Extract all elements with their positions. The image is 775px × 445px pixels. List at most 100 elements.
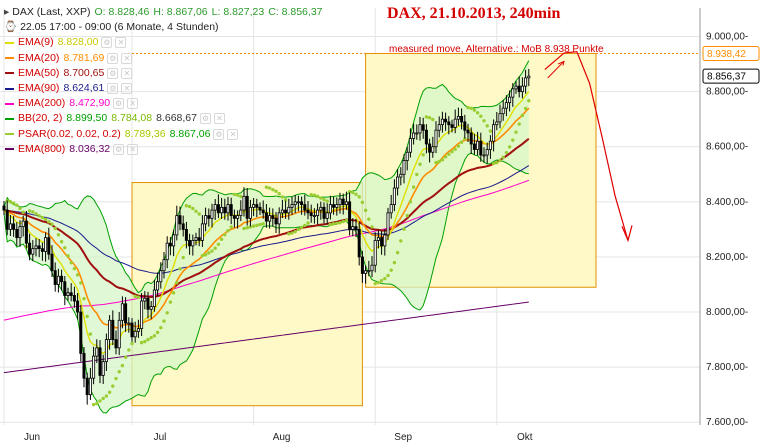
legend-item[interactable]: EMA(90) 8.624,61 ⚙ ✕ — [4, 81, 327, 96]
legend-value: 8.036,32 — [69, 142, 111, 155]
psar-dot — [111, 384, 115, 388]
legend-item[interactable]: EMA(800) 8.036,32 ⚙ ✕ — [4, 142, 327, 157]
remove-icon[interactable]: ✕ — [213, 113, 225, 125]
remove-icon[interactable]: ✕ — [227, 128, 239, 140]
psar-dot — [386, 273, 390, 278]
candle-body — [63, 281, 67, 296]
candle-body — [376, 237, 380, 241]
candle-body — [437, 124, 441, 131]
psar-dot — [479, 114, 483, 118]
candle-body — [296, 201, 300, 204]
candle-body — [236, 215, 240, 219]
candle-body — [79, 311, 83, 354]
candle-body — [392, 187, 396, 205]
psar-dot — [267, 186, 272, 190]
settings-icon[interactable]: ⚙ — [113, 98, 125, 110]
legend-label: EMA(50) — [18, 66, 60, 79]
psar-dot — [34, 212, 38, 216]
y-tick-label: 8.400,00- — [706, 197, 748, 208]
legend-item[interactable]: BB(20, 2) 8.899,50 8.784,08 8.668,67 ⚙ ✕ — [4, 111, 327, 126]
legend-label: EMA(800) — [18, 142, 66, 155]
legend-item[interactable]: EMA(200) 8.472,90 ⚙ ✕ — [4, 96, 327, 111]
candle-body — [149, 306, 153, 310]
psar-dot — [98, 399, 102, 403]
remove-icon[interactable]: ✕ — [127, 98, 139, 110]
candle-body — [466, 129, 470, 134]
psar-dot — [146, 337, 150, 342]
close-value: C: 8.856,37 — [268, 6, 323, 18]
legend-item[interactable]: PSAR(0.02, 0.02, 0.2) 8.789,36 8.867,06 ⚙ ✕ — [4, 127, 327, 142]
candle-body — [357, 228, 361, 258]
price-label-box — [702, 68, 760, 84]
candle-body — [309, 212, 313, 217]
candle-body — [463, 121, 467, 131]
candle-body — [197, 237, 201, 241]
candle-body — [66, 292, 70, 296]
legend-item[interactable]: EMA(50) 8.700,65 ⚙ ✕ — [4, 66, 327, 81]
psar-dot — [11, 201, 16, 205]
candle-body — [92, 355, 96, 379]
psar-dot — [69, 261, 73, 265]
candle-body — [168, 242, 172, 247]
psar-dot — [85, 314, 89, 319]
psar-dot — [139, 340, 144, 345]
candle-body — [248, 206, 252, 219]
candle-body — [101, 361, 105, 376]
candle-body — [360, 256, 364, 274]
settings-icon[interactable]: ⚙ — [113, 143, 125, 155]
candle-body — [399, 173, 403, 178]
psar-dot — [53, 226, 57, 231]
psar-dot — [277, 192, 281, 196]
remove-icon[interactable]: ✕ — [121, 67, 133, 79]
psar-dot — [143, 339, 147, 344]
psar-dot — [309, 192, 313, 197]
remove-icon[interactable]: ✕ — [115, 37, 127, 49]
legend-value: 8.789,36 — [124, 127, 166, 140]
candle-body — [114, 339, 118, 349]
candle-body — [370, 264, 374, 272]
psar-dot — [395, 250, 400, 255]
candle-body — [47, 237, 51, 255]
psar-dot — [207, 251, 211, 255]
psar-dot — [392, 260, 397, 265]
candle-body — [508, 96, 512, 104]
y-tick-label: 7.600,00- — [706, 417, 748, 428]
psar-dot — [155, 330, 160, 335]
candle-body — [351, 226, 355, 230]
legend-item[interactable]: EMA(9) 8.828,00 ⚙ ✕ — [4, 35, 327, 50]
psar-dot — [66, 254, 70, 258]
settings-icon[interactable]: ⚙ — [107, 67, 119, 79]
candle-body — [434, 129, 438, 148]
psar-dot — [194, 209, 198, 214]
y-tick-label: 7.800,00- — [706, 362, 748, 373]
y-tick-label: 8.000,00- — [706, 307, 748, 318]
candle-body — [229, 204, 233, 217]
candle-body — [5, 209, 9, 230]
caret-icon[interactable]: ▸ — [4, 6, 10, 18]
psar-dot — [18, 206, 22, 211]
remove-icon[interactable]: ✕ — [127, 143, 139, 155]
psar-dot — [101, 396, 105, 401]
psar-dot — [290, 231, 294, 235]
legend-item[interactable]: EMA(20) 8.781,69 ⚙ ✕ — [4, 51, 327, 66]
remove-icon[interactable]: ✕ — [121, 83, 133, 95]
remove-icon[interactable]: ✕ — [121, 52, 133, 64]
psar-dot — [331, 222, 336, 226]
psar-dot — [271, 187, 275, 192]
settings-icon[interactable]: ⚙ — [107, 52, 119, 64]
candle-body — [85, 377, 89, 396]
psar-dot — [216, 242, 221, 246]
candle-body — [405, 151, 409, 161]
header-row: ▸ DAX (Last, XXP) O: 8.828,46 H: 8.867,0… — [4, 5, 327, 20]
psar-dot — [325, 199, 329, 203]
psar-dots — [5, 99, 531, 407]
legend-label: EMA(200) — [18, 97, 66, 110]
settings-icon[interactable]: ⚙ — [213, 128, 225, 140]
candle-body — [204, 215, 208, 225]
settings-icon[interactable]: ⚙ — [107, 83, 119, 95]
settings-icon[interactable]: ⚙ — [199, 113, 211, 125]
settings-icon[interactable]: ⚙ — [101, 37, 113, 49]
candle-body — [239, 209, 243, 217]
psar-dot — [114, 376, 118, 381]
psar-dot — [341, 219, 345, 224]
